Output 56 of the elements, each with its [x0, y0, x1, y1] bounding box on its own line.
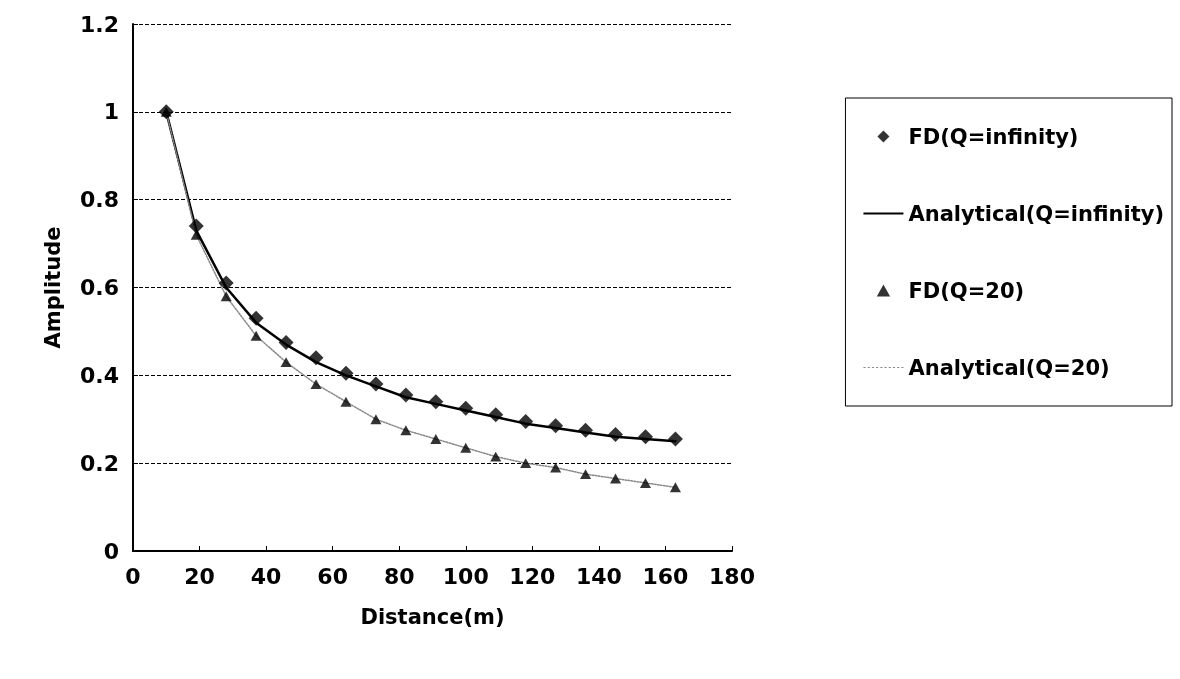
point [458, 400, 474, 416]
point [669, 482, 681, 493]
x-tick-label: 60 [317, 563, 348, 589]
point [368, 376, 384, 392]
x-axis-title: Distance(m) [360, 604, 505, 629]
x-tick-label: 40 [250, 563, 282, 589]
y-tick-label: 0.6 [80, 275, 119, 300]
x-tick-label: 180 [709, 563, 755, 589]
point [490, 451, 502, 462]
x-tick-label: 0 [125, 563, 141, 589]
point [188, 218, 204, 234]
y-axis-title: Amplitude [40, 226, 65, 349]
point [278, 334, 294, 350]
x-tick-label: 20 [184, 563, 215, 589]
point [220, 291, 232, 302]
point [518, 413, 534, 429]
point [639, 477, 651, 488]
legend-label: FD(Q=infinity) [908, 124, 1079, 149]
y-tick-label: 1.2 [80, 11, 119, 37]
point [398, 387, 414, 403]
point [550, 462, 562, 473]
point [248, 310, 264, 326]
point [400, 425, 412, 436]
point [218, 275, 234, 291]
point [280, 357, 292, 368]
legend-label: Analytical(Q=20) [908, 355, 1110, 380]
point [637, 429, 653, 445]
y-tick-label: 0.4 [80, 362, 119, 388]
x-tick-label: 100 [442, 563, 489, 589]
point [578, 422, 594, 438]
point [338, 365, 354, 381]
legend-label: FD(Q=20) [908, 278, 1025, 303]
y-tick-label: 0 [103, 538, 119, 564]
x-tick-label: 80 [383, 563, 415, 589]
point [667, 431, 683, 447]
y-tick-label: 0.8 [80, 187, 119, 213]
point [340, 396, 352, 407]
point [488, 407, 504, 423]
point [250, 330, 262, 341]
point [520, 458, 532, 469]
y-tick-label: 0.2 [80, 450, 119, 476]
point [548, 418, 564, 434]
legend-label: Analytical(Q=infinity) [908, 201, 1165, 226]
point [460, 442, 472, 453]
x-tick-label: 120 [509, 563, 556, 589]
point [310, 379, 322, 390]
point [370, 414, 382, 425]
y-tick-label: 1 [103, 99, 119, 125]
x-tick-label: 160 [642, 563, 689, 589]
point [428, 394, 444, 410]
x-tick-label: 140 [575, 563, 622, 589]
point [610, 473, 622, 484]
point [308, 350, 324, 366]
point [608, 427, 624, 443]
point [580, 469, 592, 480]
point [430, 434, 442, 444]
